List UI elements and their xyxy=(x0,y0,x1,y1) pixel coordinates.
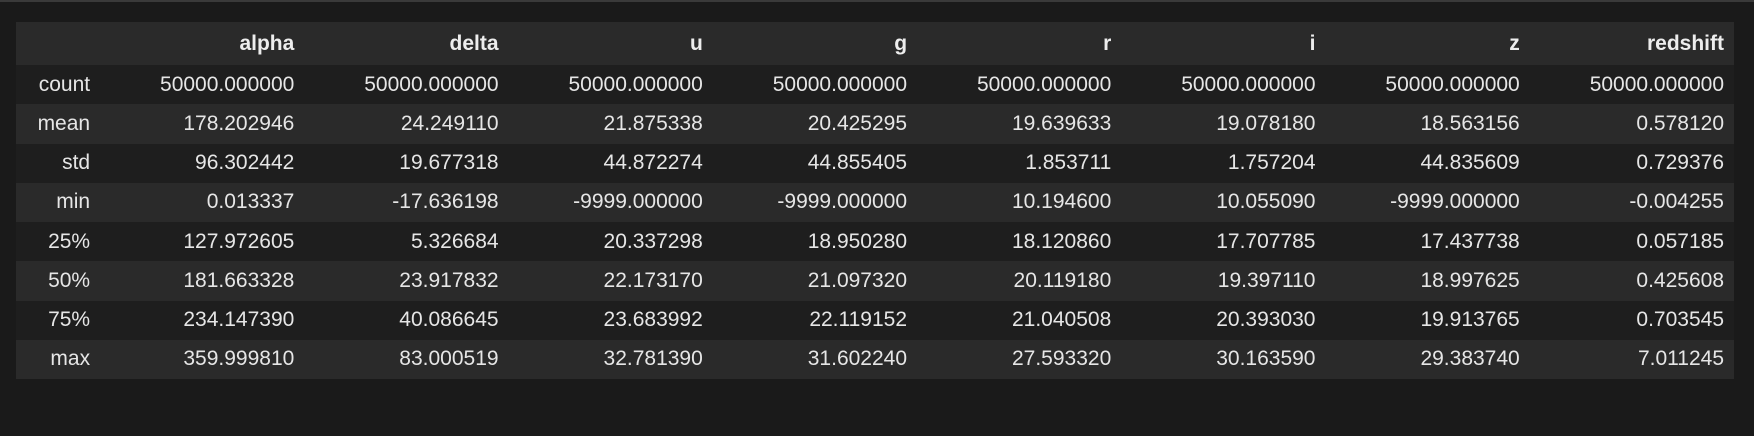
table-cell: 18.950280 xyxy=(807,229,908,253)
row-index-label: std xyxy=(62,151,91,175)
table-row-count: count 50000.000000 50000.000000 50000.00… xyxy=(16,65,1734,105)
table-cell: 20.119180 xyxy=(1013,268,1112,292)
table-cell: 18.120860 xyxy=(1011,229,1112,253)
table-cell: 40.086645 xyxy=(399,308,499,332)
table-cell: 83.000519 xyxy=(399,347,499,371)
row-index-label: count xyxy=(38,72,91,96)
table-row-50pct: 50% 181.663328 23.917832 22.173170 21.09… xyxy=(16,261,1734,301)
table-row-std: std 96.302442 19.677318 44.872274 44.855… xyxy=(16,143,1734,183)
table-cell: 23.917832 xyxy=(399,268,499,292)
table-cell: 0.729376 xyxy=(1636,151,1724,175)
table-cell: 21.875338 xyxy=(603,111,703,135)
table-cell: -9999.000000 xyxy=(1390,190,1520,214)
table-cell: 50000.000000 xyxy=(976,72,1112,96)
index-column-header xyxy=(16,22,100,65)
table-cell: 31.602240 xyxy=(807,347,908,371)
table-cell: 7.011245 xyxy=(1637,347,1724,371)
table-cell: 19.913765 xyxy=(1420,308,1520,332)
table-cell: 30.163590 xyxy=(1216,347,1316,371)
table-cell: 10.055090 xyxy=(1216,190,1316,214)
table-cell: 24.249110 xyxy=(400,111,499,135)
table-cell: 5.326684 xyxy=(410,229,499,253)
table-cell: 0.057185 xyxy=(1636,229,1724,253)
column-header-i: i xyxy=(1309,31,1316,55)
table-cell: -9999.000000 xyxy=(573,190,703,214)
table-cell: 18.997625 xyxy=(1420,268,1520,292)
dataframe-container: alpha delta u g r i z redshift count 500… xyxy=(16,22,1734,379)
table-cell: 10.194600 xyxy=(1011,190,1112,214)
table-cell: -17.636198 xyxy=(392,190,499,214)
cell-top-divider xyxy=(0,0,1754,2)
table-cell: 17.707785 xyxy=(1216,229,1316,253)
table-cell: 96.302442 xyxy=(195,151,295,175)
row-index-label: 50% xyxy=(48,268,91,292)
column-header-g: g xyxy=(894,31,908,55)
row-index-label: 75% xyxy=(48,308,91,332)
row-index-label: mean xyxy=(37,111,91,135)
table-cell: 19.677318 xyxy=(399,151,499,175)
column-header-alpha: alpha xyxy=(239,31,295,55)
table-cell: 32.781390 xyxy=(603,347,703,371)
column-header-r: r xyxy=(1103,31,1112,55)
table-cell: 22.173170 xyxy=(603,268,703,292)
column-header-z: z xyxy=(1509,31,1520,55)
table-cell: 50000.000000 xyxy=(364,72,499,96)
table-cell: 50000.000000 xyxy=(568,72,703,96)
table-cell: 359.999810 xyxy=(183,347,295,371)
table-cell: 22.119152 xyxy=(809,308,908,332)
table-cell: 19.639633 xyxy=(1011,111,1112,135)
column-header-delta: delta xyxy=(449,31,499,55)
table-cell: 1.853711 xyxy=(1025,151,1112,175)
column-header-redshift: redshift xyxy=(1646,31,1724,55)
table-cell: 44.855405 xyxy=(807,151,908,175)
describe-dataframe-table: alpha delta u g r i z redshift count 500… xyxy=(16,22,1734,379)
table-cell: 23.683992 xyxy=(603,308,703,332)
row-index-label: max xyxy=(50,347,91,371)
table-cell: -0.004255 xyxy=(1629,190,1724,214)
table-cell: 50000.000000 xyxy=(772,72,908,96)
row-index-label: min xyxy=(56,190,91,214)
table-cell: 50000.000000 xyxy=(1589,72,1724,96)
table-row-75pct: 75% 234.147390 40.086645 23.683992 22.11… xyxy=(16,300,1734,340)
column-header-u: u xyxy=(689,31,703,55)
table-body: count 50000.000000 50000.000000 50000.00… xyxy=(16,65,1734,379)
table-row-25pct: 25% 127.972605 5.326684 20.337298 18.950… xyxy=(16,222,1734,262)
table-cell: 18.563156 xyxy=(1420,111,1520,135)
table-cell: 0.013337 xyxy=(206,190,295,214)
table-cell: 21.097320 xyxy=(807,268,908,292)
table-cell: 27.593320 xyxy=(1011,347,1112,371)
table-cell: 127.972605 xyxy=(183,229,295,253)
table-cell: 0.703545 xyxy=(1636,308,1724,332)
table-cell: 50000.000000 xyxy=(1181,72,1316,96)
table-cell: 234.147390 xyxy=(183,308,295,332)
table-cell: 17.437738 xyxy=(1420,229,1520,253)
table-cell: 44.835609 xyxy=(1420,151,1520,175)
table-cell: 19.078180 xyxy=(1216,111,1316,135)
table-cell: -9999.000000 xyxy=(777,190,908,214)
table-cell: 21.040508 xyxy=(1011,308,1112,332)
row-index-label: 25% xyxy=(48,229,91,253)
table-row-max: max 359.999810 83.000519 32.781390 31.60… xyxy=(16,339,1734,379)
table-cell: 50000.000000 xyxy=(1385,72,1520,96)
table-cell: 181.663328 xyxy=(183,268,295,292)
table-cell: 0.425608 xyxy=(1636,268,1724,292)
table-header: alpha delta u g r i z redshift xyxy=(16,22,1734,65)
table-cell: 44.872274 xyxy=(603,151,703,175)
table-cell: 20.393030 xyxy=(1216,308,1316,332)
header-row: alpha delta u g r i z redshift xyxy=(16,22,1734,65)
table-row-min: min 0.013337 -17.636198 -9999.000000 -99… xyxy=(16,182,1734,222)
table-cell: 1.757204 xyxy=(1227,151,1316,175)
table-cell: 29.383740 xyxy=(1420,347,1520,371)
table-cell: 178.202946 xyxy=(183,111,295,135)
table-cell: 19.397110 xyxy=(1217,268,1316,292)
table-cell: 20.425295 xyxy=(807,111,908,135)
table-cell: 50000.000000 xyxy=(160,72,295,96)
table-cell: 0.578120 xyxy=(1636,111,1724,135)
table-cell: 20.337298 xyxy=(603,229,703,253)
table-row-mean: mean 178.202946 24.249110 21.875338 20.4… xyxy=(16,104,1734,144)
